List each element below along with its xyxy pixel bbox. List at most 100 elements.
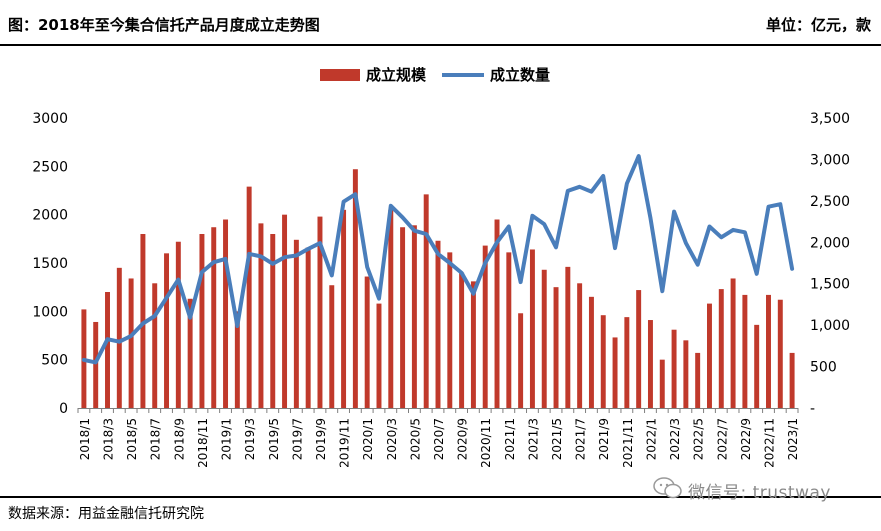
x-tick-label: 2022/3 <box>668 418 682 460</box>
bar-2021/3 <box>529 249 535 408</box>
bar-2020/4 <box>400 227 406 408</box>
bar-2021/5 <box>553 287 559 408</box>
bar-2020/11 <box>482 245 488 408</box>
bar-2019/1 <box>223 219 229 408</box>
x-tick-label: 2019/1 <box>220 418 234 460</box>
watermark-text: 微信号: trustway <box>688 483 831 503</box>
bar-2020/6 <box>423 194 429 408</box>
x-tick-label: 2020/3 <box>385 418 399 460</box>
x-tick-label: 2021/11 <box>621 418 635 468</box>
x-tick-label: 2021/5 <box>550 418 564 460</box>
bar-2019/9 <box>317 216 323 408</box>
bar-2018/7 <box>152 283 158 408</box>
y-right-tick-label: - <box>810 401 815 417</box>
y-right-tick-label: 2,000 <box>810 235 850 251</box>
bar-2022/1 <box>647 320 653 408</box>
y-right-tick-label: 1,000 <box>810 318 850 334</box>
y-left-tick-label: 1000 <box>32 304 68 320</box>
legend-label-bars: 成立规模 <box>366 66 427 84</box>
unit-label: 单位：亿元，款 <box>765 16 871 34</box>
footer-divider <box>0 496 881 498</box>
y-left-tick-label: 0 <box>59 401 68 417</box>
bar-2018/5 <box>128 278 134 408</box>
bar-2022/5 <box>695 352 701 408</box>
bar-2018/12 <box>211 227 217 408</box>
bar-2020/8 <box>447 252 453 408</box>
bar-2022/9 <box>742 294 748 408</box>
bar-2020/2 <box>376 303 382 408</box>
x-tick-label: 2021/3 <box>526 418 540 460</box>
y-left-tick-label: 3000 <box>32 111 68 127</box>
line-series-count <box>81 154 795 365</box>
bar-2022/3 <box>671 329 677 408</box>
bar-2020/9 <box>459 272 465 408</box>
chart-title: 图：2018年至今集合信托产品月度成立走势图 <box>8 16 320 34</box>
bar-2019/7 <box>293 239 299 408</box>
x-tick-label: 2019/9 <box>314 418 328 460</box>
header-divider <box>0 44 881 46</box>
bar-2020/12 <box>494 219 500 408</box>
x-tick-label: 2021/1 <box>503 418 517 460</box>
bar-2019/11 <box>341 209 347 408</box>
bar-2021/6 <box>565 266 571 408</box>
bar-2019/6 <box>282 214 288 408</box>
bar-2021/12 <box>636 290 642 408</box>
bar-2019/3 <box>246 186 252 408</box>
y-right-tick-label: 3,000 <box>810 152 850 168</box>
bar-2019/2 <box>234 311 240 408</box>
bar-2022/2 <box>659 359 665 408</box>
bar-2019/8 <box>305 247 311 408</box>
x-tick-label: 2018/1 <box>78 418 92 460</box>
chart-header: 图：2018年至今集合信托产品月度成立走势图 单位：亿元，款 <box>0 0 881 46</box>
x-tick-label: 2018/5 <box>125 418 139 460</box>
bar-2021/8 <box>588 296 594 408</box>
bar-2019/10 <box>329 285 335 408</box>
bar-2018/10 <box>187 298 193 408</box>
bar-2020/1 <box>364 276 370 408</box>
bar-2022/7 <box>718 289 724 408</box>
bar-2020/3 <box>388 209 394 408</box>
bar-2018/3 <box>105 292 110 408</box>
x-tick-label: 2019/3 <box>243 418 257 460</box>
bar-2022/10 <box>754 324 760 408</box>
bar-2022/6 <box>706 303 712 408</box>
bar-2018/2 <box>93 321 99 408</box>
bar-2018/8 <box>164 253 170 408</box>
bar-2021/1 <box>506 252 512 408</box>
bar-2019/5 <box>270 234 276 408</box>
bar-2019/12 <box>352 169 358 408</box>
x-tick-label: 2021/9 <box>597 418 611 460</box>
bar-2020/5 <box>411 225 417 408</box>
x-tick-label: 2023/1 <box>786 418 800 460</box>
bar-2022/11 <box>766 294 771 408</box>
x-tick-label: 2018/7 <box>149 418 163 460</box>
wechat-icon <box>653 477 682 499</box>
combo-chart: 成立规模 成立数量 0 500 1000 1500 2000 2500 3000 - 500 1,00… <box>32 66 850 468</box>
bar-2022/8 <box>730 278 736 408</box>
bar-2022/12 <box>777 299 783 408</box>
x-tick-label: 2020/7 <box>432 418 446 460</box>
x-tick-label: 2018/3 <box>102 418 116 460</box>
bar-2018/6 <box>140 234 146 408</box>
bar-2020/10 <box>470 281 476 408</box>
bar-2018/9 <box>175 241 181 408</box>
x-tick-label: 2019/11 <box>338 418 352 468</box>
watermark: 微信号: trustway <box>648 476 878 503</box>
y-right-tick-label: 3,500 <box>810 111 850 127</box>
x-tick-label: 2020/1 <box>361 418 375 460</box>
y-right-tick-label: 1,500 <box>810 277 850 293</box>
y-right-tick-label: 2,500 <box>810 194 850 210</box>
bar-2021/9 <box>600 315 606 408</box>
bar-2019/4 <box>258 223 264 408</box>
x-tick-label: 2022/7 <box>715 418 729 460</box>
bar-2018/11 <box>199 234 205 408</box>
y-left-tick-label: 500 <box>41 353 68 369</box>
bar-2021/7 <box>577 283 583 408</box>
x-tick-label: 2018/9 <box>172 418 186 460</box>
y-left-tick-label: 2500 <box>32 159 68 175</box>
x-tick-label: 2021/7 <box>574 418 588 460</box>
bar-2018/4 <box>116 267 122 408</box>
bar-2023/1 <box>789 352 795 408</box>
x-tick-label: 2020/9 <box>456 418 470 460</box>
x-tick-label: 2020/5 <box>408 418 422 460</box>
